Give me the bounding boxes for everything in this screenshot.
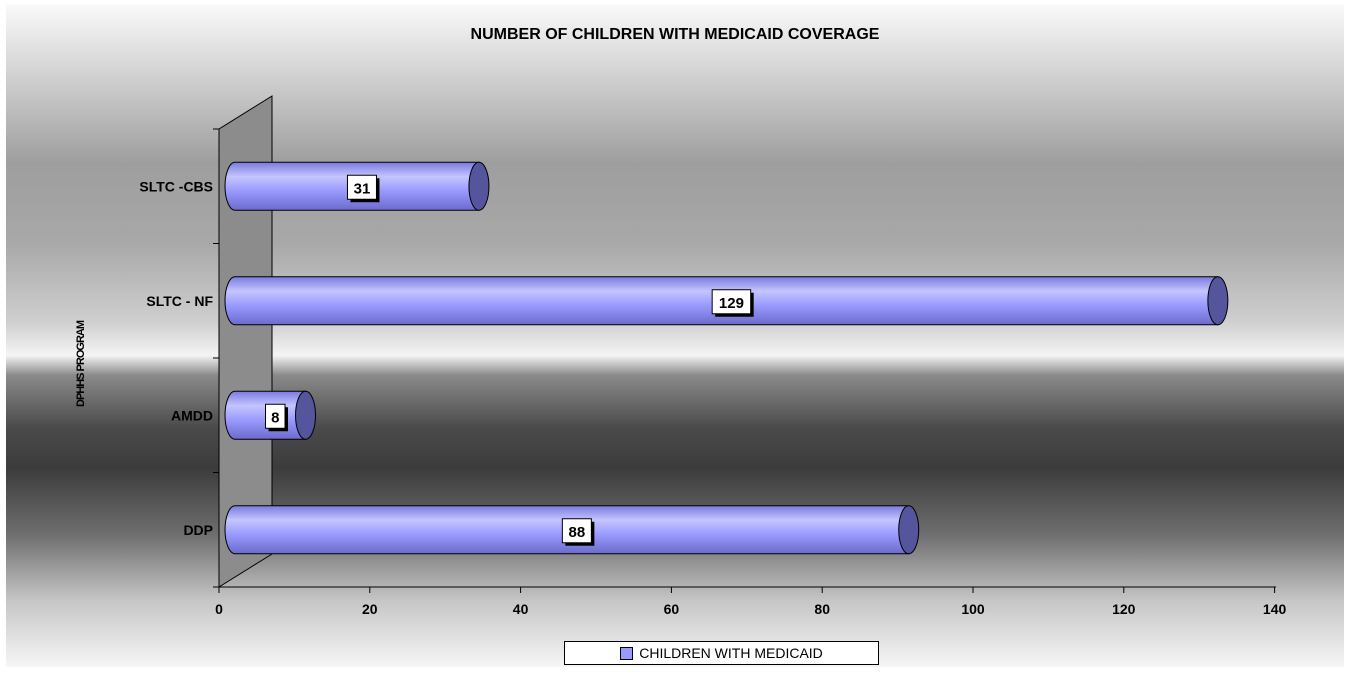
- data-label: 129: [711, 289, 754, 317]
- svg-text:88: 88: [569, 524, 586, 541]
- x-tick-label: 120: [1112, 601, 1136, 617]
- legend-swatch: [620, 646, 634, 660]
- x-tick-label: 20: [362, 601, 378, 617]
- data-label: 8: [265, 403, 289, 432]
- legend: CHILDREN WITH MEDICAID: [564, 641, 879, 665]
- legend-label: CHILDREN WITH MEDICAID: [639, 645, 823, 661]
- x-tick-label: 80: [814, 601, 830, 617]
- x-tick-label: 40: [513, 601, 529, 617]
- svg-text:8: 8: [271, 409, 279, 426]
- x-tick-label: 100: [961, 601, 985, 617]
- x-tick-label: 0: [215, 601, 223, 617]
- data-label: 31: [346, 174, 380, 203]
- chart-frame: NUMBER OF CHILDREN WITH MEDICAID COVERAG…: [6, 4, 1344, 667]
- x-tick-label: 60: [664, 601, 680, 617]
- y-axis-label: DPHHS PROGRAM: [75, 320, 87, 407]
- chart-title: NUMBER OF CHILDREN WITH MEDICAID COVERAG…: [470, 26, 880, 43]
- svg-text:31: 31: [354, 180, 371, 197]
- x-tick-label: 140: [1263, 601, 1287, 617]
- category-label: AMDD: [171, 407, 213, 423]
- plot-area: SLTC -CBS SLTC - NF AMDD DDP 0 20 40 60 80 100 12…: [75, 95, 1287, 617]
- category-label: SLTC - NF: [146, 293, 213, 309]
- svg-text:129: 129: [719, 295, 744, 312]
- category-label: DDP: [183, 522, 213, 538]
- data-label: 88: [561, 518, 595, 546]
- category-label: SLTC -CBS: [139, 178, 213, 194]
